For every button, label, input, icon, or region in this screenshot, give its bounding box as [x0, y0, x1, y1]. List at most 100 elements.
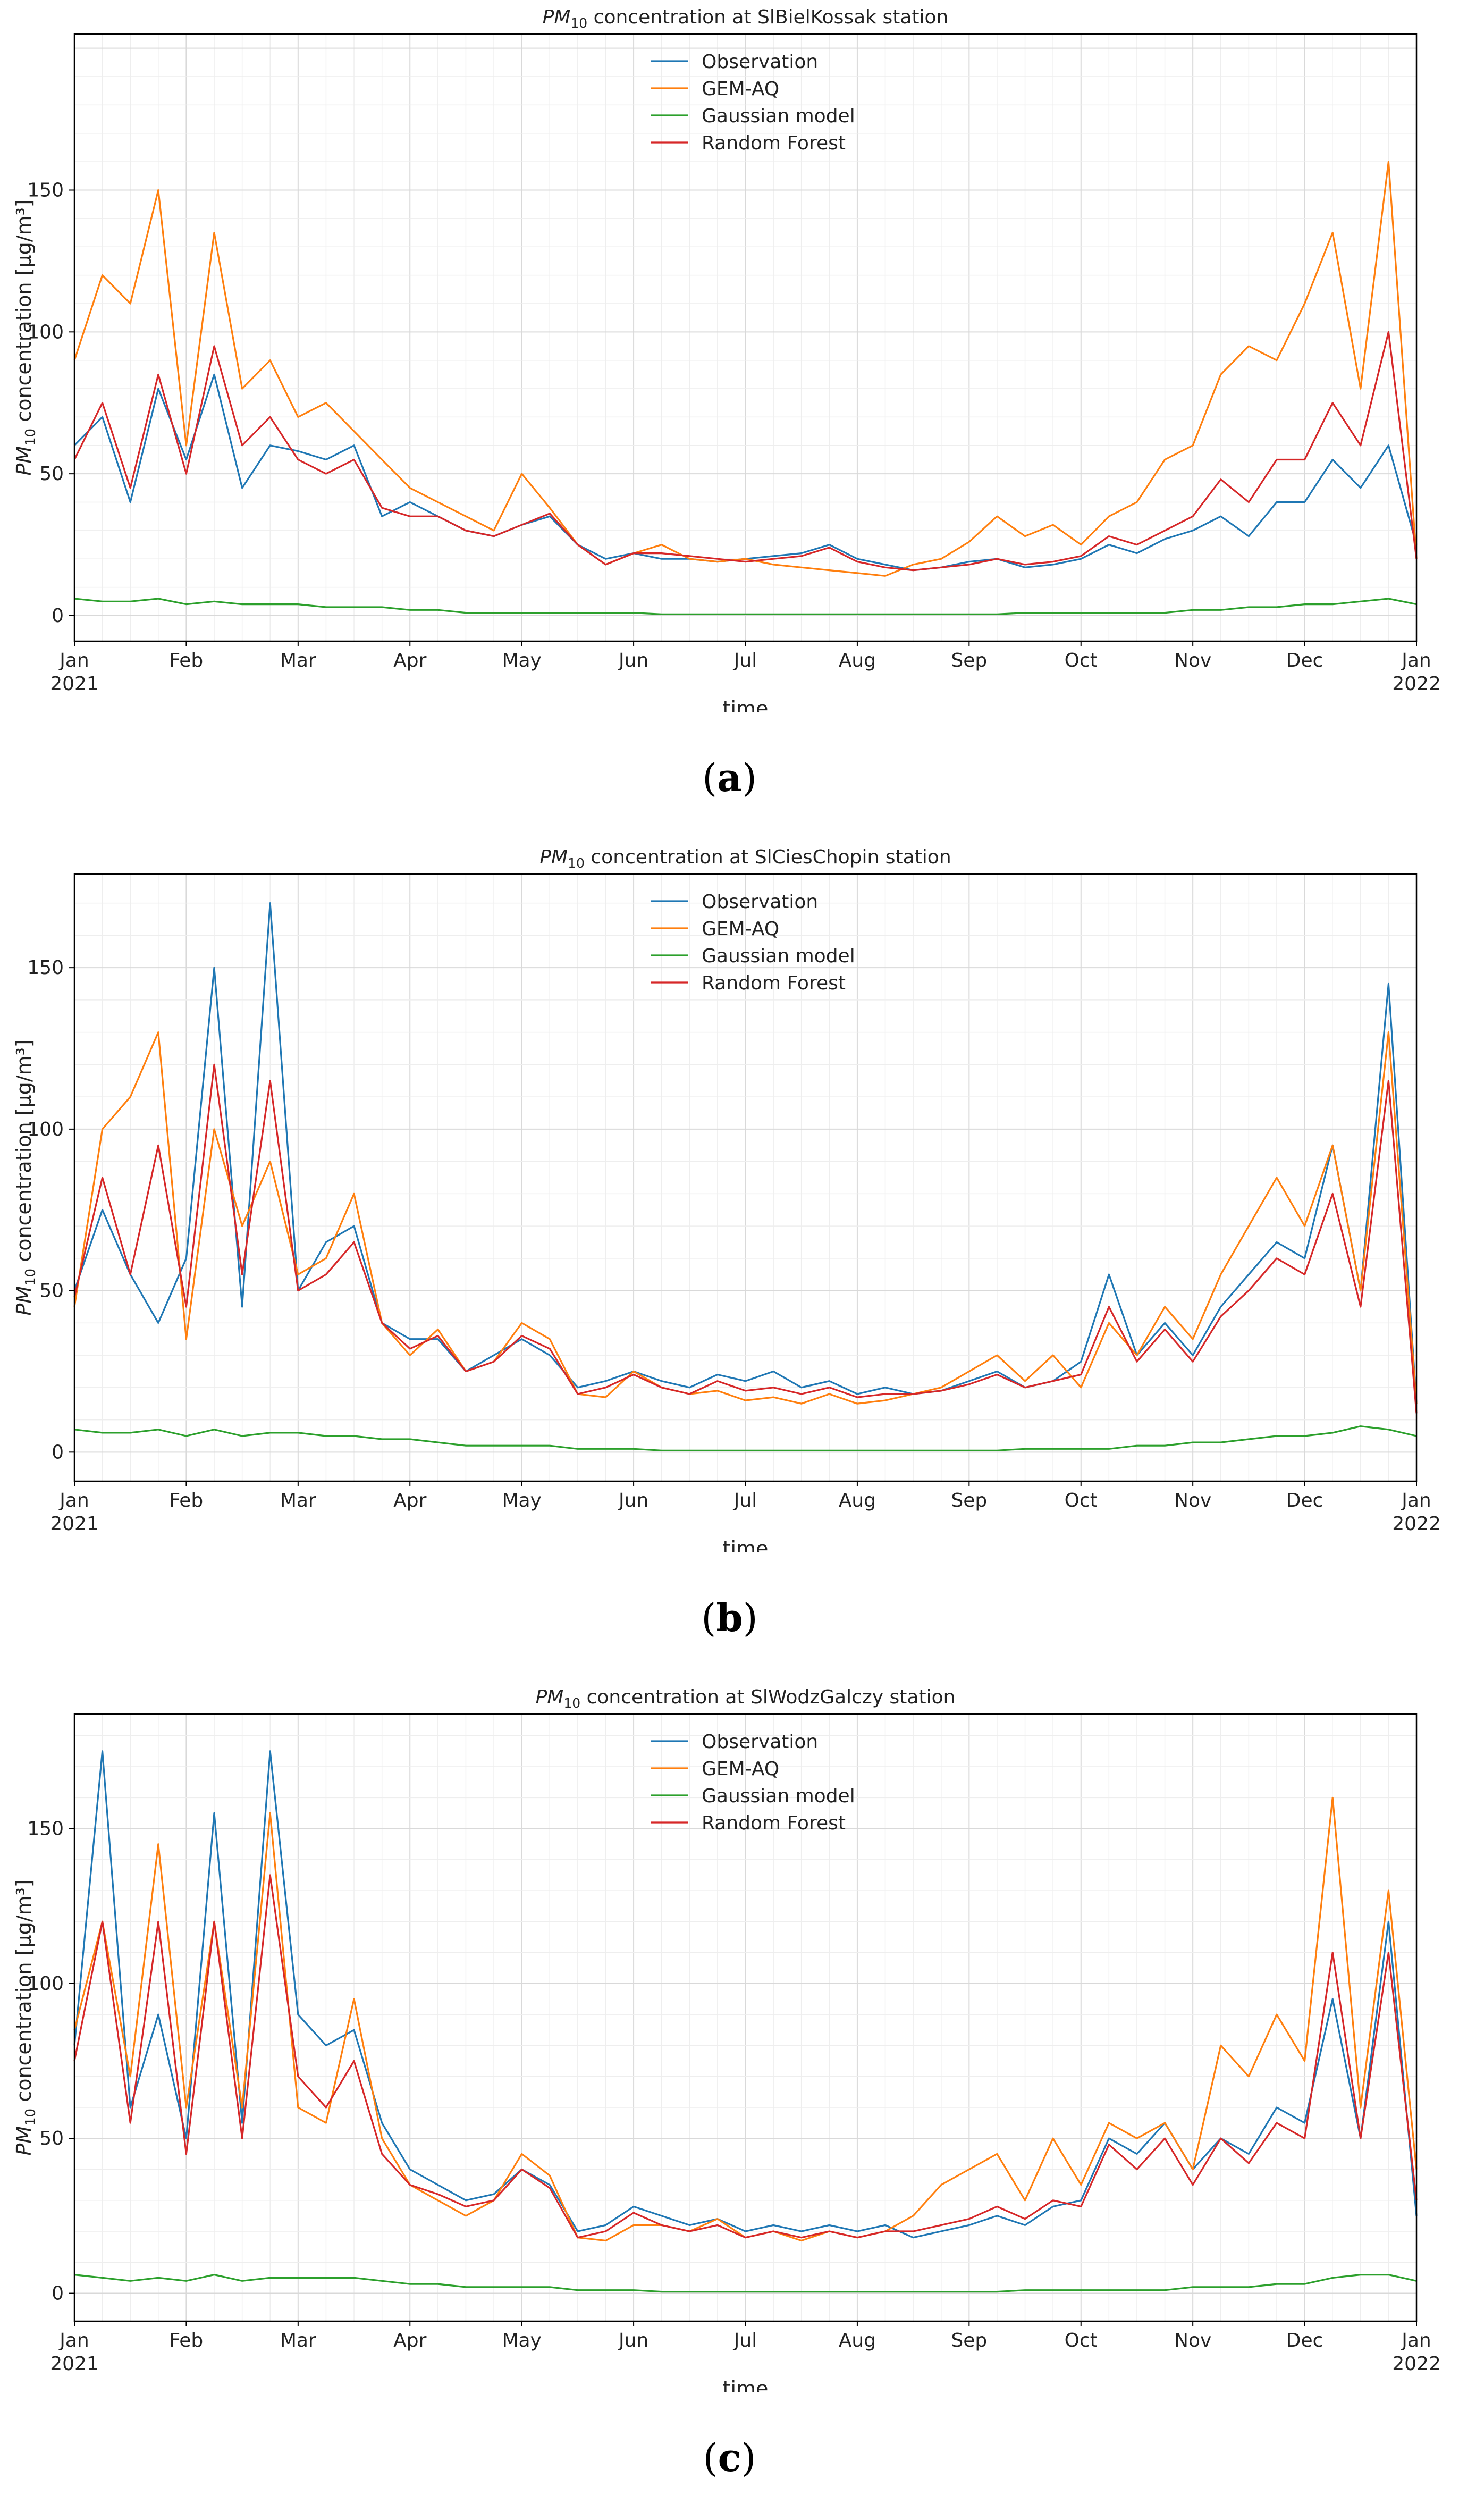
x-tick-label: Jan [58, 1490, 89, 1511]
x-tick-label: Feb [170, 650, 204, 671]
x-axis-label: time [723, 2377, 769, 2392]
x-tick-year-label: 2021 [50, 673, 99, 695]
legend-label: Random Forest [702, 1812, 846, 1834]
caption-letter-a: a [717, 755, 742, 800]
y-tick-label: 0 [52, 605, 64, 627]
x-tick-label: Oct [1065, 2330, 1098, 2351]
y-axis-label: PM10 concentration [μg/m³] [12, 199, 39, 475]
x-tick-year-label: 2022 [1392, 1513, 1441, 1535]
x-tick-label: Feb [170, 2330, 204, 2351]
x-tick-label: Nov [1174, 1490, 1211, 1511]
legend-label: Observation [702, 51, 818, 73]
legend-label: Random Forest [702, 132, 846, 154]
grid [74, 874, 1417, 1481]
x-tick-label: Jul [733, 650, 757, 671]
figure-caption-c: (c) [703, 2435, 756, 2480]
x-tick-label: Nov [1174, 2330, 1211, 2351]
y-tick-label: 0 [52, 1441, 64, 1463]
series-line-random-forest [73, 331, 1418, 572]
caption-letter-b: b [716, 1595, 743, 1640]
x-tick-label: Dec [1286, 2330, 1323, 2351]
x-tick-label: Apr [393, 2330, 426, 2351]
x-tick-label: Aug [839, 2330, 876, 2351]
y-axis-label: PM10 concentration [μg/m³] [12, 1879, 39, 2155]
figure-caption-b: (b) [701, 1595, 758, 1640]
series-line-gaussian-model [74, 598, 1417, 615]
chart-a: 0 50 100 150 Jan 2021 Feb Mar Apr May Jun Jul Aug Sep… [12, 6, 1441, 712]
grid [74, 1714, 1417, 2321]
caption-letter-c: c [718, 2435, 741, 2480]
x-tick-label: Apr [393, 1490, 426, 1511]
x-tick-label: Jul [733, 1490, 757, 1511]
series-line-gem-aq [73, 161, 1418, 577]
chart-panel-c: 0 50 100 150 Jan 2021 Feb Mar Apr May Jun Jul Aug Sep… [0, 1680, 1459, 2520]
x-tick-label: Jun [618, 650, 648, 671]
figure-caption-a: (a) [702, 755, 757, 800]
x-tick-label: Oct [1065, 650, 1098, 671]
chart-panel-b: 0 50 100 150 Jan 2021 Feb Mar Apr May Jun Jul Aug Sep… [0, 840, 1459, 1680]
x-axis-label: time [723, 697, 769, 712]
x-tick-year-label: 2022 [1392, 673, 1441, 695]
legend-label: Random Forest [702, 972, 846, 994]
x-axis-label: time [723, 1537, 769, 1552]
y-tick-label: 50 [39, 463, 64, 485]
x-tick-label: Dec [1286, 650, 1323, 671]
chart-panel-a: 0 50 100 150 Jan 2021 Feb Mar Apr May Jun Jul Aug Sep… [0, 0, 1459, 840]
y-tick-label: 150 [27, 180, 64, 201]
series-line-gaussian-model [74, 1425, 1417, 1451]
x-tick-label: May [502, 1490, 541, 1511]
legend-label: Observation [702, 1731, 818, 1753]
x-tick-label: Jan [58, 2330, 89, 2351]
x-tick-label: Apr [393, 650, 426, 671]
legend-label: Observation [702, 891, 818, 913]
x-tick-label: Oct [1065, 1490, 1098, 1511]
legend: Observation GEM-AQ Gaussian model Random Fo… [651, 51, 855, 154]
legend-label: GEM-AQ [702, 918, 779, 940]
y-tick-label: 100 [27, 1119, 64, 1140]
x-tick-label: May [502, 2330, 541, 2351]
grid [74, 34, 1417, 641]
x-tick-label: Mar [280, 1490, 316, 1511]
legend-label: Gaussian model [702, 1785, 855, 1807]
x-tick-label: May [502, 650, 541, 671]
x-tick-label: Sep [951, 2330, 987, 2351]
legend: Observation GEM-AQ Gaussian model Random Fo… [651, 1731, 855, 1834]
x-tick-label: Mar [280, 2330, 316, 2351]
legend-label: Gaussian model [702, 945, 855, 967]
x-tick-label: Jul [733, 2330, 757, 2351]
x-tick-label: Jun [618, 1490, 648, 1511]
y-axis-label: PM10 concentration [μg/m³] [12, 1039, 39, 1315]
y-tick-label: 150 [27, 957, 64, 979]
legend-label: GEM-AQ [702, 78, 779, 100]
x-tick-year-label: 2021 [50, 1513, 99, 1535]
y-tick-label: 0 [52, 2283, 64, 2305]
series-line-random-forest [73, 1063, 1418, 1414]
x-tick-label: Sep [951, 650, 987, 671]
x-tick-year-label: 2021 [50, 2353, 99, 2375]
y-tick-label: 150 [27, 1818, 64, 1840]
chart-title: PM10 concentration at SlBielKossak stati… [543, 6, 949, 31]
y-tick-label: 50 [39, 1280, 64, 1302]
series-line-gaussian-model [74, 2273, 1417, 2293]
x-tick-label: Aug [839, 650, 876, 671]
legend-label: Gaussian model [702, 105, 855, 127]
x-tick-label: Sep [951, 1490, 987, 1511]
x-tick-label: Aug [839, 1490, 876, 1511]
x-tick-label: Nov [1174, 650, 1211, 671]
series-line-random-forest [73, 1874, 1418, 2239]
x-tick-label: Jun [618, 2330, 648, 2351]
legend: Observation GEM-AQ Gaussian model Random Fo… [651, 891, 855, 994]
x-tick-year-label: 2022 [1392, 2353, 1441, 2375]
y-tick-label: 100 [27, 321, 64, 343]
x-tick-label: Jan [1401, 1490, 1431, 1511]
legend-label: GEM-AQ [702, 1758, 779, 1780]
chart-title: PM10 concentration at SlWodzGalczy stati… [536, 1686, 956, 1711]
x-tick-label: Feb [170, 1490, 204, 1511]
x-tick-label: Jan [1401, 650, 1431, 671]
y-tick-label: 100 [27, 1973, 64, 1995]
x-tick-label: Jan [1401, 2330, 1431, 2351]
series-line-gem-aq [73, 1031, 1418, 1405]
x-tick-label: Mar [280, 650, 316, 671]
